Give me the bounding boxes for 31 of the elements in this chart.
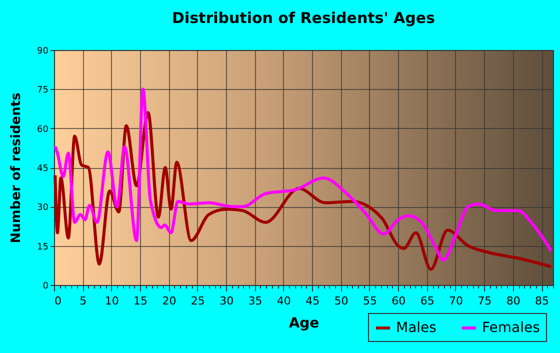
- x-tick-label: 60: [392, 294, 406, 308]
- x-tick-label: 85: [535, 294, 550, 308]
- x-tick-label: 0: [54, 294, 62, 308]
- x-tick-label: 5: [80, 294, 87, 308]
- x-tick-label: 45: [306, 294, 320, 308]
- y-tick-label: 60: [37, 124, 49, 135]
- x-tick-label: 30: [220, 294, 234, 308]
- y-tick-label: 30: [37, 203, 49, 214]
- legend-label: Females: [482, 320, 540, 336]
- y-tick-label: 0: [42, 282, 49, 292]
- x-tick-label: 80: [506, 294, 520, 308]
- x-axis-title: Age: [288, 316, 320, 332]
- x-tick-label: 10: [104, 294, 119, 308]
- line-series: [54, 88, 553, 262]
- x-tick-label: 20: [162, 294, 176, 308]
- x-tick-label: 35: [248, 294, 262, 308]
- x-tick-label: 40: [276, 294, 291, 308]
- y-tick-label: 45: [37, 164, 48, 174]
- x-tick-label: 70: [448, 294, 463, 308]
- chart-title: Distribution of Residents' Ages: [172, 9, 436, 27]
- x-tick-label: 65: [420, 294, 434, 308]
- y-tick-label: 15: [37, 242, 48, 252]
- y-axis-title: Number of residents: [9, 92, 24, 244]
- legend-label: Males: [396, 320, 436, 336]
- y-tick-label: 75: [37, 86, 48, 96]
- x-tick-label: 15: [134, 294, 148, 308]
- x-tick-label: 25: [190, 294, 205, 308]
- x-tick-label: 75: [478, 294, 492, 308]
- x-tick-label: 50: [334, 294, 348, 308]
- x-tick-label: 55: [362, 294, 377, 308]
- y-tick-label: 90: [37, 46, 49, 56]
